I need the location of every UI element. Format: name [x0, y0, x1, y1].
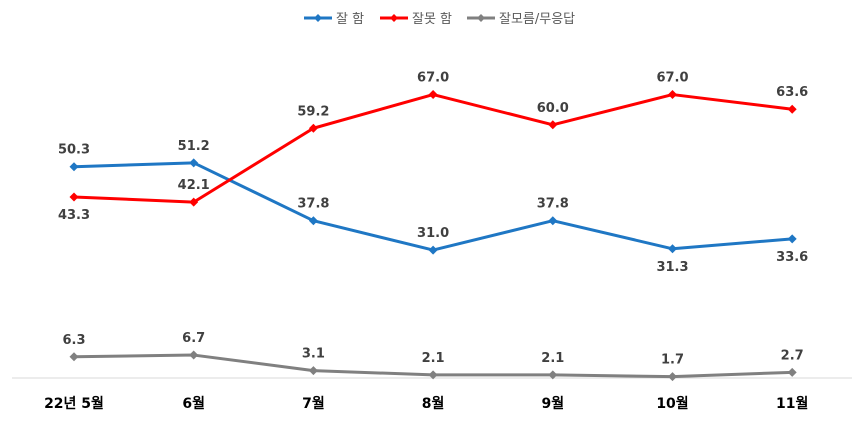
data-label: 63.6: [776, 85, 808, 100]
data-point: [308, 123, 318, 133]
data-point: [548, 120, 558, 130]
x-tick-label: 22년 5월: [44, 395, 104, 412]
data-label: 2.7: [781, 348, 804, 363]
data-label: 6.7: [182, 331, 205, 346]
data-label: 60.0: [537, 101, 569, 116]
legend-item: 잘못 함: [380, 12, 452, 27]
legend-swatch-marker: [477, 14, 485, 22]
x-tick-label: 10월: [656, 395, 688, 412]
data-point: [69, 192, 79, 202]
data-label: 67.0: [656, 71, 688, 86]
series-3: 6.3 6.7 3.1 2.1 2.1 1.7 2.7: [62, 331, 804, 382]
data-label: 2.1: [422, 351, 445, 366]
data-label: 6.3: [62, 333, 85, 348]
legend-item: 잘모름/무응답: [467, 12, 575, 27]
data-point: [548, 216, 558, 226]
data-label: 42.1: [178, 178, 210, 193]
data-label: 31.3: [656, 260, 688, 275]
data-label: 1.7: [661, 353, 684, 368]
data-label: 50.3: [58, 143, 90, 158]
x-tick-label: 7월: [302, 395, 325, 412]
data-point: [308, 366, 318, 376]
data-point: [668, 372, 677, 382]
legend-label: 잘모름/무응답: [499, 12, 575, 27]
x-axis-ticks: 22년 5월 6월 7월 8월 9월 10월 11월: [44, 395, 808, 412]
x-tick-label: 8월: [422, 395, 445, 412]
data-point: [428, 90, 438, 100]
data-label: 37.8: [537, 197, 569, 212]
data-point: [428, 245, 438, 255]
data-label: 33.6: [776, 250, 808, 265]
data-point: [787, 367, 797, 377]
data-point: [428, 370, 438, 380]
data-point: [787, 234, 797, 244]
data-label: 51.2: [178, 139, 210, 154]
data-label: 67.0: [417, 71, 449, 86]
data-label: 43.3: [58, 208, 90, 223]
data-point: [69, 352, 79, 362]
series-layer: 50.3 51.2 37.8 31.0 37.8 31.3 33.6 43.3 42.1 59.2…: [58, 71, 808, 382]
data-point: [787, 104, 797, 114]
data-point: [189, 350, 199, 360]
data-label: 59.2: [297, 104, 329, 119]
data-point: [189, 158, 199, 168]
data-label: 2.1: [541, 351, 564, 366]
x-tick-label: 11월: [776, 395, 808, 412]
data-point: [668, 90, 677, 100]
data-point: [189, 197, 199, 207]
legend-label: 잘못 함: [412, 12, 452, 27]
legend: 잘 함 잘못 함 잘모름/무응답: [304, 12, 575, 27]
series-1: 50.3 51.2 37.8 31.0 37.8 31.3 33.6: [58, 139, 808, 275]
x-tick-label: 6월: [182, 395, 205, 412]
data-point: [69, 162, 79, 172]
series-2: 43.3 42.1 59.2 67.0 60.0 67.0 63.6: [58, 71, 808, 223]
data-label: 31.0: [417, 226, 449, 241]
data-point: [548, 370, 558, 380]
data-label: 37.8: [297, 197, 329, 212]
data-point: [308, 216, 318, 226]
legend-label: 잘 함: [336, 12, 364, 27]
data-label: 3.1: [302, 347, 325, 362]
data-point: [668, 244, 677, 254]
legend-swatch-marker: [314, 14, 322, 22]
x-tick-label: 9월: [541, 395, 564, 412]
legend-swatch-marker: [390, 14, 398, 22]
legend-item: 잘 함: [304, 12, 364, 27]
